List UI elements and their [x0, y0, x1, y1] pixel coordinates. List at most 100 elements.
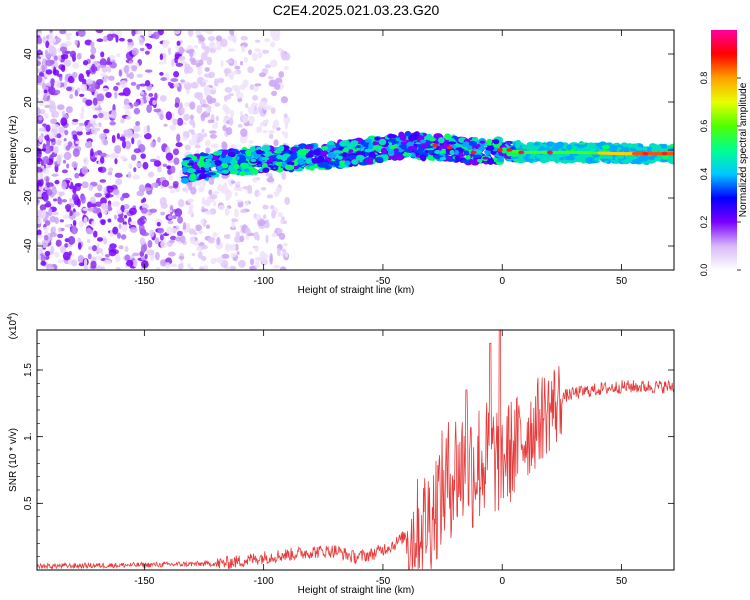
x-tick-label: 0: [499, 576, 505, 587]
noise-cell: [101, 266, 105, 270]
noise-cell: [165, 152, 174, 161]
snr-scale-prefix: (x10: [8, 319, 19, 339]
noise-cell: [114, 145, 122, 154]
noise-cell: [43, 112, 49, 119]
noise-cell: [104, 257, 110, 262]
noise-cell: [125, 115, 131, 120]
noise-cell: [200, 52, 208, 61]
noise-cell: [57, 259, 64, 264]
noise-cell: [260, 186, 267, 191]
noise-cell: [79, 93, 85, 97]
noise-cell: [111, 110, 117, 119]
noise-cell: [84, 141, 93, 149]
noise-cell: [236, 199, 243, 203]
noise-cell: [37, 75, 43, 84]
noise-cell: [148, 92, 154, 97]
noise-cell: [268, 133, 274, 140]
noise-cell: [166, 165, 172, 170]
noise-cell: [54, 251, 60, 258]
noise-cell: [182, 225, 187, 230]
band-cell: [449, 149, 455, 156]
noise-cell: [149, 229, 155, 238]
noise-cell: [42, 123, 47, 127]
snr-x-axis-label: Height of straight line (km): [298, 585, 415, 596]
noise-cell: [253, 105, 257, 112]
noise-cell: [103, 35, 108, 42]
noise-cell: [96, 79, 104, 86]
band-cell: [531, 144, 540, 151]
noise-cell: [216, 237, 221, 246]
band-cell: [482, 156, 490, 160]
noise-cell: [45, 69, 53, 75]
noise-cell: [201, 128, 205, 134]
noise-cell: [178, 55, 186, 61]
noise-cell: [128, 60, 133, 64]
noise-cell: [156, 155, 160, 160]
noise-cell: [89, 54, 95, 60]
x-tick-label: -50: [376, 576, 391, 587]
band-cell: [355, 154, 365, 161]
band-cell: [536, 154, 542, 159]
noise-cell: [231, 220, 235, 229]
noise-cell: [90, 148, 94, 157]
noise-cell: [64, 50, 71, 54]
noise-cell: [254, 83, 262, 87]
noise-cell: [171, 263, 178, 268]
band-cell: [420, 139, 427, 144]
band-cell: [308, 165, 315, 171]
noise-cell: [168, 185, 174, 189]
noise-cell: [59, 46, 68, 53]
noise-cell: [121, 224, 128, 233]
noise-cell: [212, 201, 217, 207]
noise-cell: [273, 264, 280, 269]
noise-cell: [88, 184, 94, 191]
noise-cell: [67, 235, 76, 245]
noise-cell: [201, 244, 208, 250]
noise-cell: [252, 177, 258, 183]
noise-cell: [225, 243, 231, 252]
noise-cell: [270, 107, 276, 114]
noise-cell: [105, 91, 112, 98]
noise-cell: [277, 47, 283, 52]
noise-cell: [114, 214, 118, 220]
x-tick-label: 0: [499, 276, 505, 287]
noise-cell: [228, 117, 234, 126]
noise-cell: [196, 92, 204, 101]
noise-cell: [215, 35, 223, 42]
noise-cell: [58, 227, 62, 233]
noise-cell: [204, 139, 211, 147]
noise-cell: [245, 227, 251, 235]
noise-cell: [90, 41, 95, 49]
noise-cell: [93, 230, 98, 238]
noise-cell: [266, 105, 272, 111]
noise-cell: [120, 118, 125, 124]
noise-cell: [240, 128, 248, 138]
noise-cell: [276, 228, 283, 234]
band-cell: [344, 160, 351, 166]
band-cell: [337, 155, 343, 160]
x-tick-label: -150: [134, 276, 154, 287]
band-cell: [539, 156, 549, 164]
band-cell: [378, 138, 387, 146]
noise-cell: [115, 34, 119, 43]
noise-cell: [276, 127, 281, 131]
noise-cell: [37, 178, 44, 187]
noise-cell: [188, 208, 194, 216]
noise-cell: [96, 38, 104, 43]
noise-cell: [120, 234, 127, 240]
noise-cell: [37, 60, 41, 67]
noise-cell: [109, 121, 116, 126]
noise-cell: [61, 181, 67, 190]
band-cell: [249, 146, 256, 153]
noise-cell: [124, 245, 129, 253]
noise-cell: [204, 210, 212, 215]
noise-cell: [64, 129, 69, 136]
noise-cell: [172, 118, 178, 126]
noise-cell: [57, 197, 63, 205]
noise-cell: [169, 124, 177, 131]
band-cell: [446, 141, 457, 145]
noise-cell: [236, 181, 241, 186]
band-cell: [463, 150, 470, 156]
noise-cell: [239, 84, 246, 90]
noise-cell: [230, 253, 237, 258]
